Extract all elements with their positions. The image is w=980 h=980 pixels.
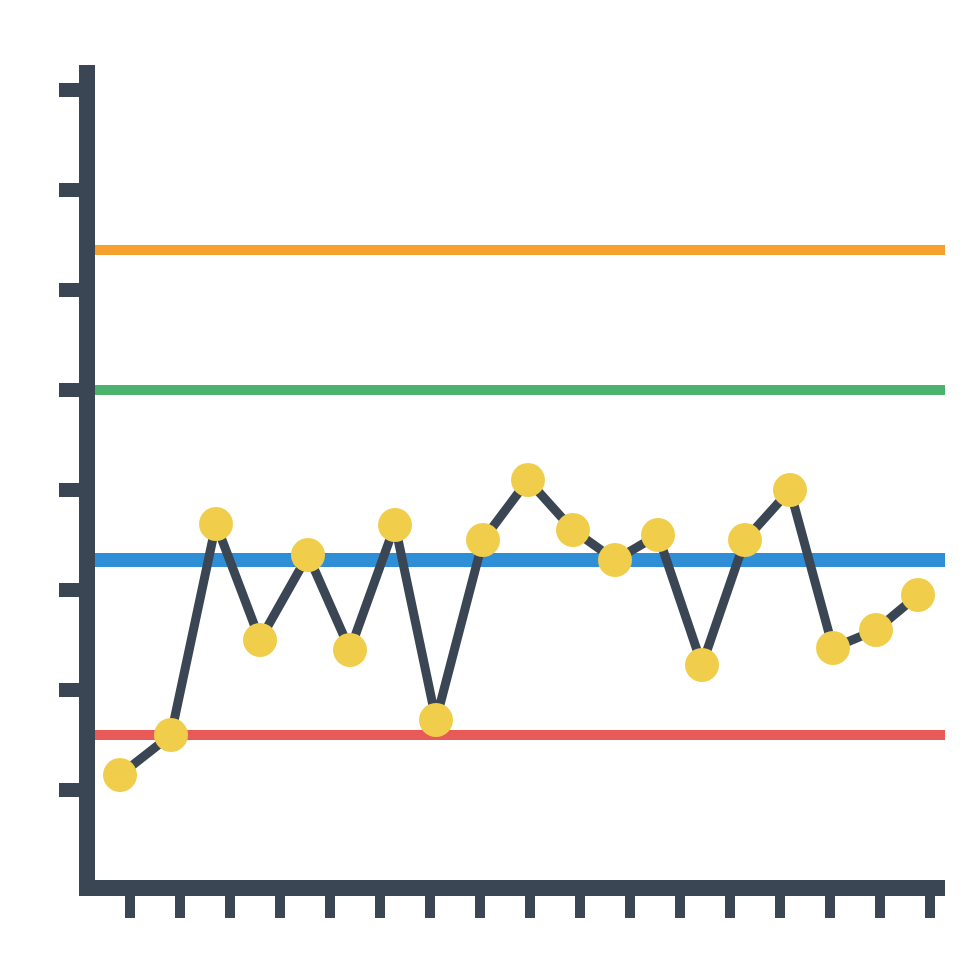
x-axis-tick [825,896,835,918]
series-marker [466,523,500,557]
x-axis-tick [125,896,135,918]
series-marker [199,507,233,541]
x-axis-tick [625,896,635,918]
x-axis-tick [725,896,735,918]
x-axis-tick [925,896,935,918]
y-axis-tick [59,483,79,497]
y-axis-tick [59,283,79,297]
series-marker [333,633,367,667]
control-chart [0,0,980,980]
x-axis-tick [675,896,685,918]
x-axis-tick [875,896,885,918]
series-marker [556,513,590,547]
x-axis-tick [475,896,485,918]
x-axis-tick [575,896,585,918]
x-axis [79,880,945,896]
y-axis-tick [59,683,79,697]
series-marker [685,648,719,682]
series-marker [103,758,137,792]
series-marker [291,538,325,572]
chart-svg [0,0,980,980]
y-axis [79,65,95,896]
series-marker [641,518,675,552]
y-axis-tick [59,83,79,97]
series-marker [243,623,277,657]
y-axis-tick [59,383,79,397]
x-axis-tick [425,896,435,918]
y-axis-tick [59,183,79,197]
y-axis-tick [59,583,79,597]
y-axis-tick [59,783,79,797]
series-marker [728,523,762,557]
x-axis-tick [525,896,535,918]
series-marker [773,473,807,507]
x-axis-tick [325,896,335,918]
series-marker [816,631,850,665]
series-marker [511,463,545,497]
series-marker [859,613,893,647]
series-marker [598,543,632,577]
series-marker [154,718,188,752]
series-marker [419,703,453,737]
x-axis-tick [225,896,235,918]
x-axis-tick [275,896,285,918]
x-axis-tick [375,896,385,918]
series-marker [901,578,935,612]
x-axis-tick [775,896,785,918]
series-marker [378,508,412,542]
x-axis-tick [175,896,185,918]
